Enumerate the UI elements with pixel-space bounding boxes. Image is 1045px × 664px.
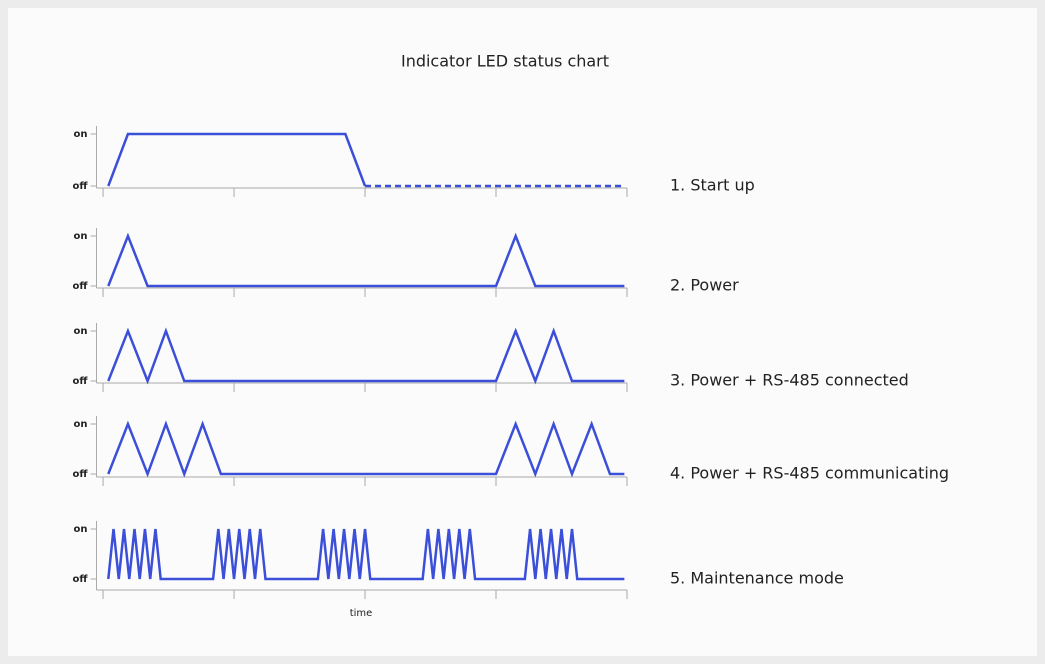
y-tick-label: on xyxy=(74,524,88,535)
row-label: 4. Power + RS-485 communicating xyxy=(670,464,949,483)
y-tick-label: on xyxy=(74,419,88,430)
y-tick-label: on xyxy=(74,129,88,140)
y-tick-label: off xyxy=(73,281,89,292)
row-label: 1. Start up xyxy=(670,176,755,195)
row-label: 3. Power + RS-485 connected xyxy=(670,371,909,390)
y-tick-label: on xyxy=(74,231,88,242)
led-line xyxy=(107,132,367,187)
y-tick-label: on xyxy=(74,326,88,337)
y-tick-label: off xyxy=(73,469,89,480)
row-label: 2. Power xyxy=(670,276,739,295)
panel-background xyxy=(8,8,1037,656)
y-tick-label: off xyxy=(73,574,89,585)
y-tick-label: off xyxy=(73,181,89,192)
chart-title: Indicator LED status chart xyxy=(401,52,609,71)
led-line xyxy=(107,327,625,385)
row-label: 5. Maintenance mode xyxy=(670,569,844,588)
led-line xyxy=(107,232,625,288)
led-line xyxy=(107,528,625,581)
x-axis-label: time xyxy=(350,608,373,619)
y-tick-label: off xyxy=(73,376,89,387)
led-line xyxy=(107,420,625,478)
